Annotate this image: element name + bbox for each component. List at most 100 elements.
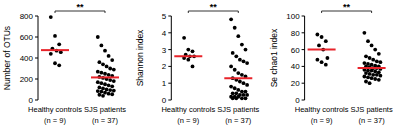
y-tick-label: 0	[162, 96, 167, 105]
mean-line	[308, 49, 336, 51]
y-tick	[302, 32, 305, 33]
label-line: (n = 37)	[92, 116, 119, 125]
y-axis-label: Se chao1 index	[269, 28, 279, 87]
point	[377, 78, 381, 82]
point	[233, 86, 237, 90]
point	[191, 65, 195, 69]
x-tick-label: Healthy controls (n = 9)	[295, 105, 349, 125]
point	[236, 71, 240, 75]
point	[110, 58, 114, 62]
point	[245, 61, 249, 65]
y-tick-label: 60	[291, 46, 300, 55]
point	[231, 51, 235, 55]
x-tick-label: Healthy controls(n = 9)	[161, 105, 215, 125]
point	[229, 85, 233, 89]
point	[96, 35, 100, 39]
point	[373, 48, 377, 52]
point	[105, 65, 109, 69]
panel: 0200400600800Number of OTUsHealthy contr…	[2, 2, 126, 125]
y-tick	[168, 83, 171, 84]
point	[103, 72, 107, 76]
label-line: Healthy controls	[161, 105, 215, 114]
point	[371, 58, 375, 62]
label-line: SJS patients	[84, 105, 126, 114]
point	[107, 92, 111, 96]
y-tick	[302, 100, 305, 101]
point	[49, 15, 53, 19]
y-tick	[168, 100, 171, 101]
point	[229, 65, 233, 69]
point	[96, 70, 100, 74]
label-line: Healthy controls	[295, 105, 349, 114]
point	[245, 83, 249, 87]
point	[377, 52, 381, 56]
y-tick-label: 3	[162, 46, 167, 55]
point	[49, 52, 53, 56]
point	[96, 80, 100, 84]
y-tick-label: 600	[20, 33, 34, 42]
point	[242, 93, 246, 97]
point	[112, 89, 116, 93]
y-tick-label: 40	[291, 62, 300, 71]
point	[103, 82, 107, 86]
point	[100, 81, 104, 85]
point	[370, 76, 374, 80]
label-line: SJS patients	[217, 105, 259, 114]
point	[373, 70, 377, 74]
y-axis	[304, 16, 305, 100]
point	[373, 77, 377, 81]
point	[101, 62, 105, 66]
y-tick	[168, 32, 171, 33]
marks	[308, 31, 386, 85]
y-tick	[302, 83, 305, 84]
point	[317, 44, 321, 48]
label-line: (n = 37)	[225, 116, 252, 125]
point	[103, 49, 107, 53]
point	[100, 44, 104, 48]
x-tick-label: SJS patients (n = 37)	[84, 105, 126, 125]
y-tick-label: 5	[162, 12, 167, 21]
y-tick-label: 400	[20, 54, 34, 63]
significance-label: **	[76, 2, 84, 12]
y-tick-label: 200	[20, 75, 34, 84]
point	[108, 78, 112, 82]
point	[229, 17, 233, 21]
point	[57, 63, 61, 67]
x-tick-label: Healthy controls (n = 9)	[28, 105, 82, 125]
point	[316, 33, 320, 37]
point	[98, 93, 102, 97]
point	[245, 93, 249, 97]
label-line: (n = 9)	[44, 116, 66, 125]
y-tick	[302, 66, 305, 67]
point	[57, 42, 61, 46]
y-tick	[168, 66, 171, 67]
y-tick	[35, 100, 38, 101]
point	[101, 94, 105, 98]
y-axis	[171, 16, 172, 100]
point	[244, 96, 248, 100]
y-tick	[168, 16, 171, 17]
label-line: (n = 9)	[311, 116, 333, 125]
mean-line	[91, 76, 119, 78]
point	[363, 75, 367, 79]
y-tick-label: 100	[286, 12, 300, 21]
point	[233, 68, 237, 72]
x-tick-label: SJS patients(n = 37)	[351, 105, 393, 125]
y-tick	[302, 16, 305, 17]
point	[379, 60, 383, 64]
label-line: Healthy controls	[28, 105, 82, 114]
point	[100, 71, 104, 75]
point	[370, 69, 374, 73]
mean-line	[358, 67, 386, 69]
panel: 012345Shannon indexHealthy controls(n = …	[135, 2, 259, 125]
significance-label: **	[343, 2, 351, 12]
point	[324, 63, 328, 67]
point	[96, 89, 100, 93]
point	[107, 54, 111, 58]
point	[316, 58, 320, 62]
point	[368, 56, 372, 60]
point	[320, 60, 324, 64]
point	[375, 59, 379, 63]
point	[108, 88, 112, 92]
point	[112, 68, 116, 72]
